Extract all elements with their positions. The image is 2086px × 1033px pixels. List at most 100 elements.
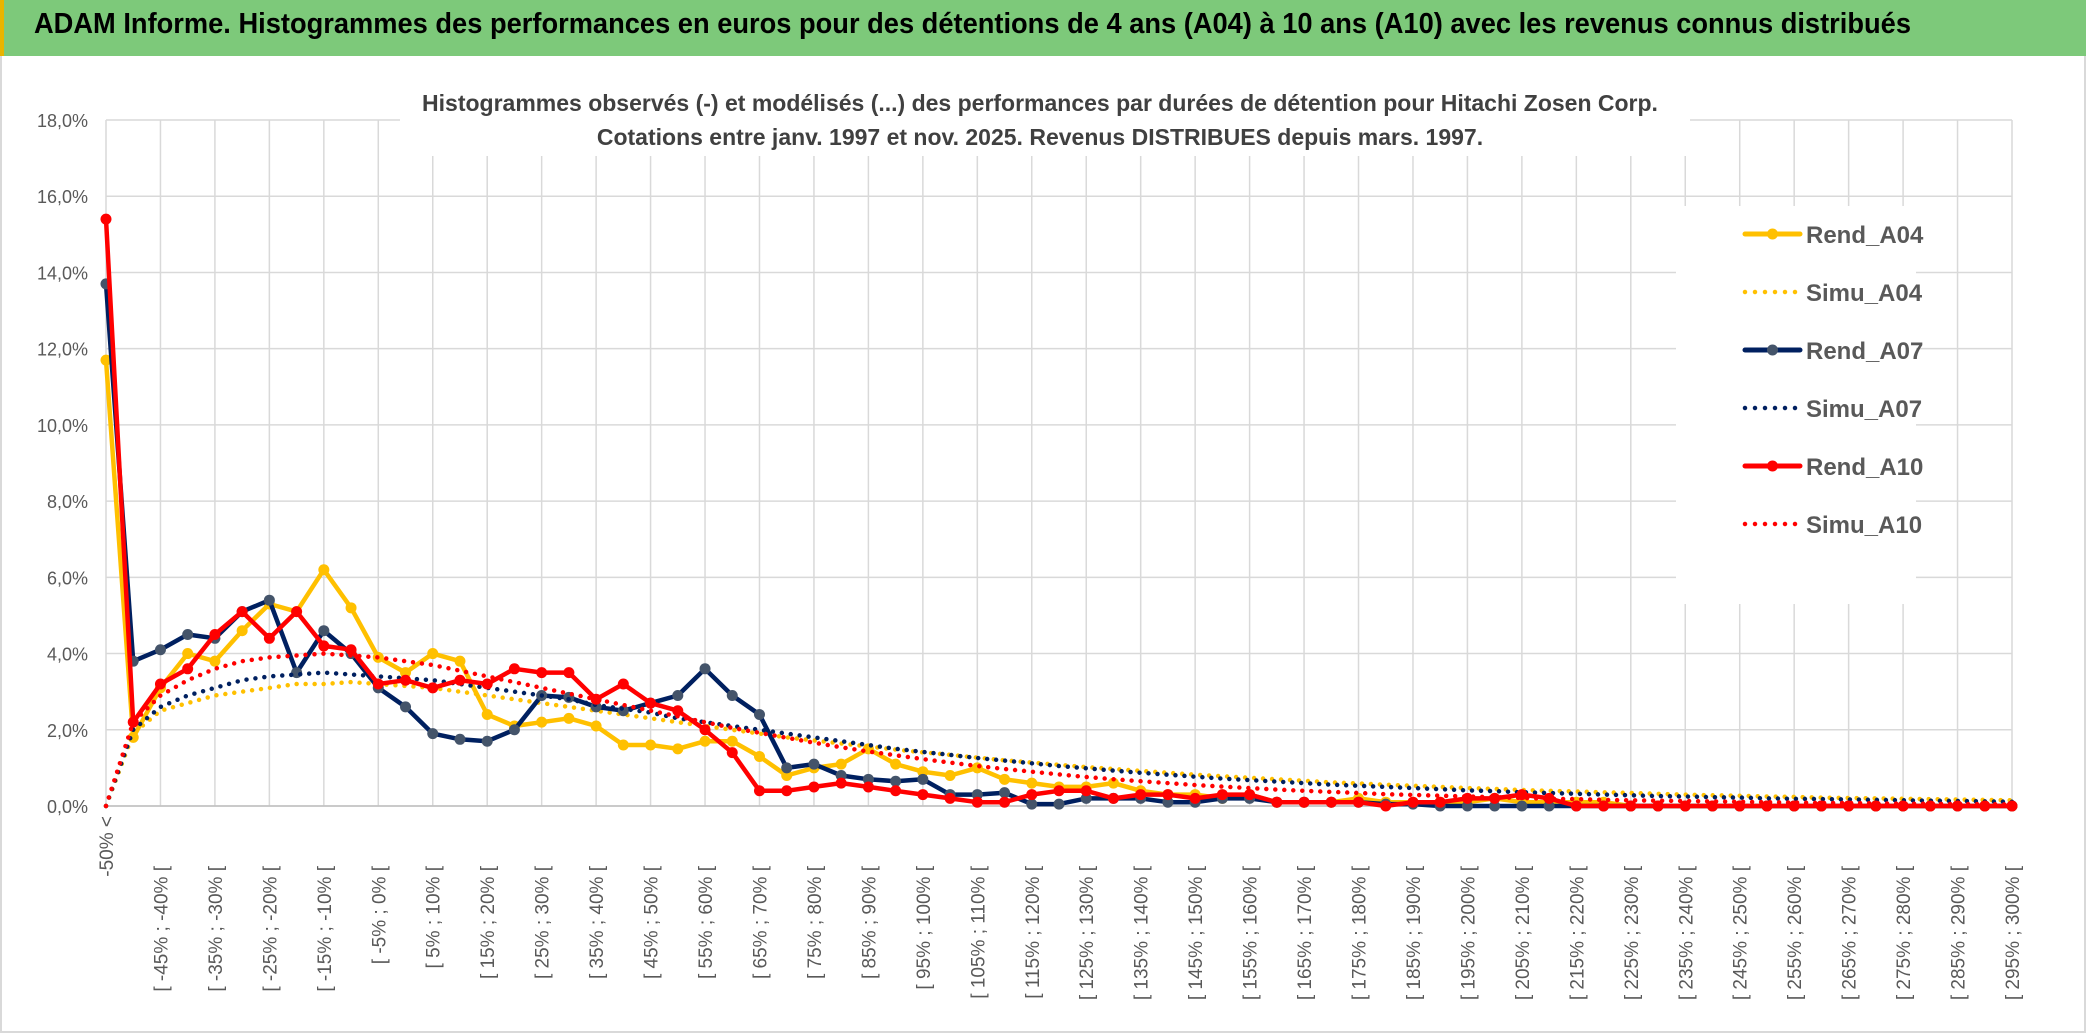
x-tick-label: [ -5% ; 0% [ xyxy=(369,865,390,964)
data-point xyxy=(1489,800,1501,812)
x-tick-label: [ 125% ; 130% [ xyxy=(1077,865,1098,1000)
data-point xyxy=(154,678,166,690)
x-tick-label: [ 225% ; 230% [ xyxy=(1622,865,1643,1000)
data-point xyxy=(1543,800,1555,812)
data-point xyxy=(1189,792,1201,804)
x-tick-label: -50% < xyxy=(97,816,118,877)
data-point xyxy=(753,750,765,762)
x-tick-label: [ 255% ; 260% [ xyxy=(1785,865,1806,1000)
y-tick-label: 2,0% xyxy=(47,721,88,741)
x-tick-label: [ 45% ; 50% [ xyxy=(642,865,663,979)
data-point xyxy=(699,735,711,747)
y-tick-label: 6,0% xyxy=(47,568,88,588)
x-tick-label: [ 105% ; 110% [ xyxy=(968,865,989,998)
data-point xyxy=(1952,800,1964,812)
legend-label: Simu_A07 xyxy=(1806,396,1922,423)
data-point xyxy=(1216,789,1228,801)
chart-subtitle: Cotations entre janv. 1997 et nov. 2025.… xyxy=(597,124,1483,150)
data-point xyxy=(1679,800,1691,812)
legend-marker xyxy=(1767,460,1778,472)
data-point xyxy=(1244,789,1256,801)
y-tick-label: 18,0% xyxy=(37,111,88,131)
data-point xyxy=(400,667,412,679)
legend-marker xyxy=(1767,344,1778,356)
data-point xyxy=(508,663,520,675)
data-point xyxy=(672,705,684,717)
data-point xyxy=(1026,789,1038,801)
x-tick-label: [ 135% ; 140% [ xyxy=(1132,865,1153,1000)
data-point xyxy=(100,213,112,225)
data-point xyxy=(263,632,275,644)
y-tick-label: 14,0% xyxy=(37,263,88,283)
data-point xyxy=(862,781,874,793)
series-simu-a07 xyxy=(103,670,2015,809)
data-point xyxy=(536,716,548,728)
data-point xyxy=(291,606,303,618)
data-point xyxy=(263,594,275,606)
data-point xyxy=(2006,800,2018,812)
data-point xyxy=(917,773,929,785)
data-point xyxy=(699,724,711,736)
data-point xyxy=(726,735,738,747)
data-point xyxy=(345,602,357,614)
data-point xyxy=(1516,800,1528,812)
chart-legend: Rend_A04 Simu_A04 Rend_A07 Simu_A07 Rend_A10… xyxy=(1676,206,1924,604)
data-point xyxy=(699,663,711,675)
data-point xyxy=(781,785,793,797)
data-point xyxy=(835,777,847,789)
data-point xyxy=(1407,796,1419,808)
data-point xyxy=(835,770,847,782)
data-point xyxy=(318,625,330,637)
data-point xyxy=(971,789,983,801)
x-tick-label: [ 185% ; 190% [ xyxy=(1404,865,1425,1000)
chart-series xyxy=(100,213,2018,812)
x-tick-label: [ 265% ; 270% [ xyxy=(1840,865,1861,1000)
data-point xyxy=(917,789,929,801)
y-tick-label: 8,0% xyxy=(47,492,88,512)
data-point xyxy=(1325,796,1337,808)
x-tick-label: [ 35% ; 40% [ xyxy=(587,865,608,979)
data-point xyxy=(481,678,493,690)
data-point xyxy=(318,640,330,652)
legend-label: Simu_A10 xyxy=(1806,512,1922,539)
data-point xyxy=(154,644,166,656)
y-tick-label: 12,0% xyxy=(37,340,88,360)
data-point xyxy=(345,644,357,656)
series-line xyxy=(103,670,2015,809)
y-tick-label: 0,0% xyxy=(47,797,88,817)
legend-label: Rend_A07 xyxy=(1806,338,1923,365)
data-point xyxy=(890,775,902,787)
data-point xyxy=(427,648,439,660)
data-point xyxy=(209,655,221,667)
x-tick-label: [ 75% ; 80% [ xyxy=(805,865,826,979)
data-point xyxy=(1107,792,1119,804)
report-title: ADAM Informe. Histogrammes des performan… xyxy=(34,8,1911,40)
x-tick-label: [ 5% ; 10% [ xyxy=(424,865,445,968)
data-point xyxy=(590,720,602,732)
data-point xyxy=(1107,777,1119,789)
series-simu-a10 xyxy=(103,651,2015,809)
data-point xyxy=(726,689,738,701)
x-tick-label: [ 25% ; 30% [ xyxy=(533,865,554,979)
x-tick-label: [ -35% ; -30% [ xyxy=(206,865,227,991)
data-point xyxy=(726,747,738,759)
x-tick-label: [ 155% ; 160% [ xyxy=(1241,865,1262,1000)
data-point xyxy=(1298,796,1310,808)
x-tick-label: [ -45% ; -40% [ xyxy=(151,865,172,991)
data-point xyxy=(100,354,112,366)
data-point xyxy=(890,785,902,797)
data-point xyxy=(1162,789,1174,801)
chart-title: Histogrammes observés (-) et modélisés (… xyxy=(422,90,1658,116)
data-point xyxy=(236,606,248,618)
data-point xyxy=(1080,792,1092,804)
data-point xyxy=(1135,789,1147,801)
x-tick-label: [ 95% ; 100% [ xyxy=(914,865,935,989)
data-point xyxy=(808,781,820,793)
x-tick-label: [ 165% ; 170% [ xyxy=(1295,865,1316,1000)
x-tick-label: [ 205% ; 210% [ xyxy=(1513,865,1534,1000)
data-point xyxy=(536,667,548,679)
data-point xyxy=(1026,777,1038,789)
chart-title-background xyxy=(400,78,1690,156)
data-point xyxy=(1353,796,1365,808)
series-rend-a10 xyxy=(100,213,2018,812)
